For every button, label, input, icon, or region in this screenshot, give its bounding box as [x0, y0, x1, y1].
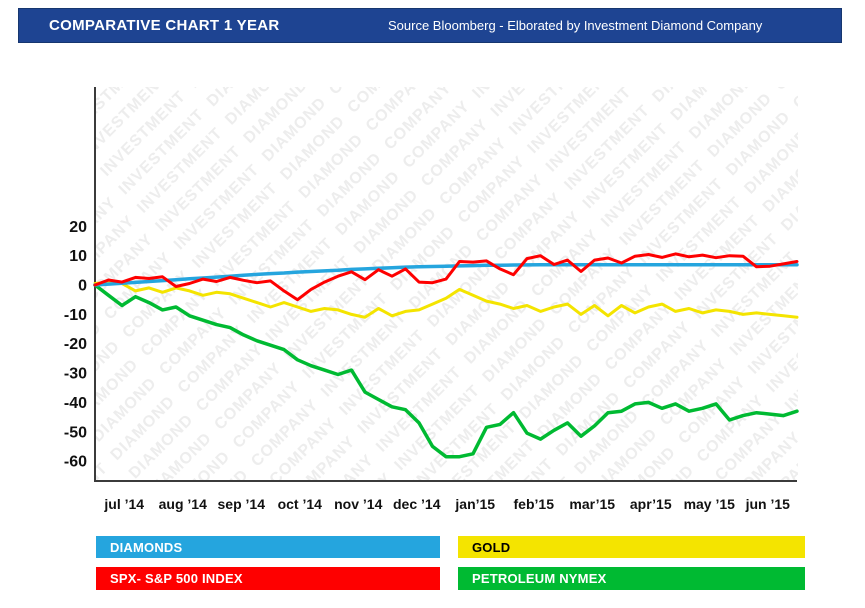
x-axis-tick-label: mar’15 — [569, 496, 615, 512]
x-axis-tick-label: nov ’14 — [334, 496, 382, 512]
chart-area: INVESTMENT DIAMOND COMPANY INVESTMENT DI… — [0, 50, 865, 530]
y-axis-tick-label: 0 — [78, 278, 87, 295]
legend-label-diamonds: DIAMONDS — [110, 539, 183, 555]
x-axis-tick-label: jul ’14 — [103, 496, 144, 512]
header-bar: COMPARATIVE CHART 1 YEAR Source Bloomber… — [18, 8, 842, 43]
x-axis-tick-label: oct ’14 — [278, 496, 323, 512]
legend-item-petroleum: PETROLEUM NYMEX — [458, 567, 805, 590]
y-axis-tick-label: -20 — [64, 336, 87, 353]
y-axis-tick-label: -40 — [64, 395, 87, 412]
legend-label-gold: GOLD — [472, 539, 511, 555]
legend-item-gold: GOLD — [458, 536, 805, 558]
x-axis-tick-label: aug ’14 — [159, 496, 207, 512]
legend-item-diamonds: DIAMONDS — [96, 536, 440, 558]
x-axis-tick-label: feb’15 — [514, 496, 555, 512]
series-line-gold — [93, 280, 799, 319]
y-axis-tick-label: 10 — [69, 248, 87, 265]
source-text: Source Bloomberg - Elborated by Investme… — [388, 18, 763, 33]
series-line-diamonds — [93, 262, 799, 287]
x-axis-tick-label: jan’15 — [454, 496, 495, 512]
legend-item-spx: SPX- S&P 500 INDEX — [96, 567, 440, 590]
x-axis-tick-label: dec ’14 — [393, 496, 441, 512]
y-axis-tick-label: -60 — [64, 454, 87, 471]
comparative-line-chart: 20 10 0 -10 -20 -30 -40 -50 -60 jul ’14 aug ’14 sep… — [64, 87, 799, 512]
x-axis-tick-label: sep ’14 — [218, 496, 266, 512]
y-axis-tick-label: -10 — [64, 307, 87, 324]
x-axis-tick-label: may ’15 — [684, 496, 736, 512]
series-line-petroleum-nymex — [93, 283, 799, 459]
y-axis-tick-label: 20 — [69, 219, 87, 236]
x-axis-tick-label: apr’15 — [630, 496, 672, 512]
y-axis-tick-label: -50 — [64, 424, 87, 441]
y-axis-tick-label: -30 — [64, 366, 87, 383]
legend-label-spx: SPX- S&P 500 INDEX — [110, 571, 243, 586]
legend-label-petroleum: PETROLEUM NYMEX — [472, 571, 607, 586]
page-title: COMPARATIVE CHART 1 YEAR — [49, 17, 280, 34]
x-axis-tick-label: jun ’15 — [745, 496, 791, 512]
series-line-spx-s-p-500-index — [93, 252, 799, 302]
